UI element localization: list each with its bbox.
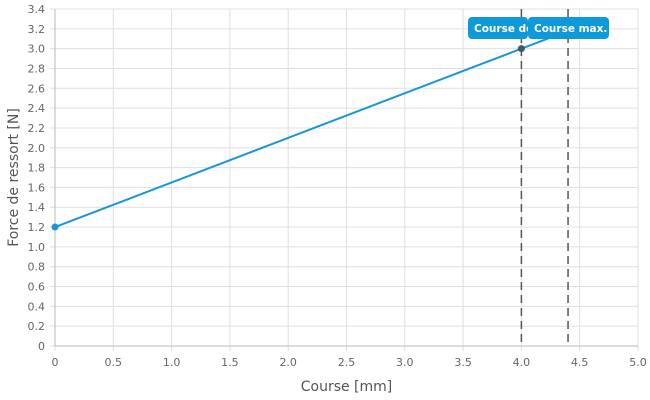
y-tick-label: 1.0 xyxy=(28,241,46,254)
y-tick-label: 3.2 xyxy=(28,23,46,36)
y-tick-label: 2.2 xyxy=(28,122,46,135)
x-tick-label: 0.5 xyxy=(105,356,123,369)
y-tick-label: 0.6 xyxy=(28,281,46,294)
x-tick-label: 1.5 xyxy=(221,356,239,369)
y-tick-label: 2.8 xyxy=(28,62,46,75)
x-tick-label: 4.0 xyxy=(513,356,531,369)
x-tick-label: 0 xyxy=(52,356,59,369)
annotation-label-box xyxy=(528,17,609,39)
y-tick-label: 3.0 xyxy=(28,43,46,56)
x-tick-label: 2.0 xyxy=(279,356,297,369)
y-tick-label: 1.8 xyxy=(28,162,46,175)
series-line xyxy=(54,29,569,228)
y-tick-label: 1.6 xyxy=(28,181,46,194)
x-tick-label: 1.0 xyxy=(163,356,181,369)
annotation-label: Course de xyxy=(474,23,533,35)
y-tick-label: 2.6 xyxy=(28,82,46,95)
y-axis-label: Force de ressort [N] xyxy=(6,108,22,247)
y-tick-label: 0.8 xyxy=(28,261,46,274)
y-tick-label: 1.4 xyxy=(28,201,46,214)
y-tick-label: 2.0 xyxy=(28,142,46,155)
annotation-label-box xyxy=(468,17,528,39)
annotation-label: Course max. xyxy=(534,23,607,35)
x-axis-label: Course [mm] xyxy=(301,379,393,395)
y-tick-label: 0.2 xyxy=(28,320,46,333)
x-tick-label: 2.5 xyxy=(338,356,356,369)
x-tick-label: 3.0 xyxy=(396,356,414,369)
x-tick-label: 3.5 xyxy=(454,356,472,369)
y-tick-label: 0 xyxy=(38,340,45,353)
y-tick-label: 3.4 xyxy=(28,3,46,16)
x-tick-label: 4.5 xyxy=(571,356,589,369)
y-tick-label: 2.4 xyxy=(28,102,46,115)
y-tick-label: 1.2 xyxy=(28,221,46,234)
x-tick-label: 5.0 xyxy=(629,356,647,369)
data-point xyxy=(51,223,59,231)
y-tick-label: 0.4 xyxy=(28,300,46,313)
